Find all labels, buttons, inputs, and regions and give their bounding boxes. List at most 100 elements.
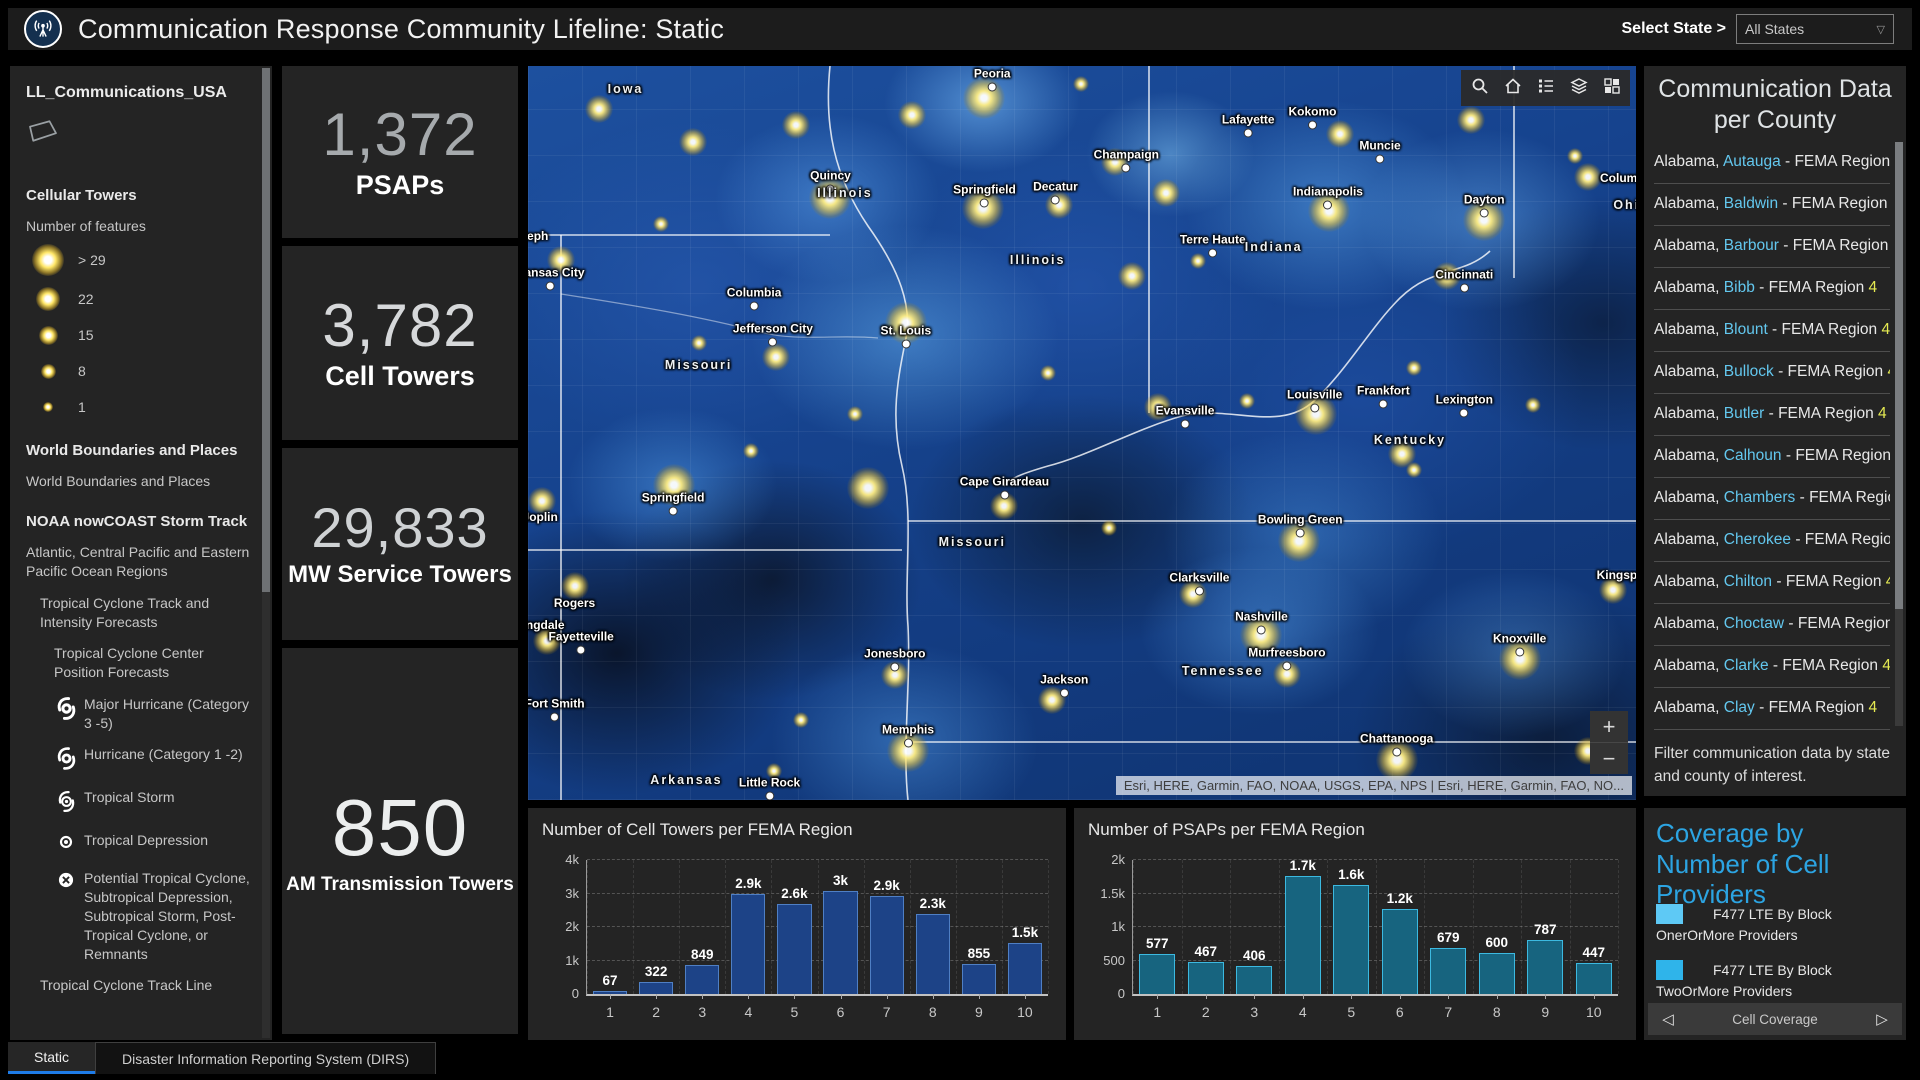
zoom-in-button[interactable]: +: [1602, 713, 1616, 739]
cell-tower-glow: [1524, 397, 1541, 414]
zoom-out-button[interactable]: −: [1590, 742, 1628, 774]
chart-bar[interactable]: [869, 895, 904, 994]
county-state-text: Alabama,: [1654, 615, 1724, 632]
search-button[interactable]: [1463, 70, 1496, 106]
tab-static[interactable]: Static: [8, 1042, 96, 1074]
chart-bar-value-label: 467: [1194, 943, 1218, 959]
fema-region-text: - FEMA Region: [1778, 237, 1890, 254]
chart-bar[interactable]: [823, 890, 858, 994]
chart-vertical-gridline: [1618, 860, 1619, 994]
layers-button[interactable]: [1562, 70, 1595, 106]
legend-item-label: Tropical Storm: [84, 789, 175, 806]
cell-tower-glow: [1278, 519, 1321, 562]
x-axis-tick-label: 1: [606, 1004, 614, 1020]
county-row[interactable]: Alabama, Chambers - FEMA Region 4: [1654, 478, 1890, 520]
chart-bar[interactable]: [1284, 876, 1321, 994]
county-name-text: Autauga: [1722, 153, 1781, 170]
x-axis-tick-label: 6: [836, 1004, 845, 1020]
stat-card-cell-towers: 3,782 Cell Towers: [282, 246, 518, 440]
circle-x-icon: [54, 869, 84, 963]
chart-bar[interactable]: [639, 982, 674, 994]
cell-tower-glow: [653, 464, 696, 507]
chart-vertical-gridline: [1181, 860, 1183, 994]
county-row[interactable]: Alabama, Clarke - FEMA Region 4: [1654, 646, 1890, 688]
sidebar-scrollbar[interactable]: [262, 68, 270, 1038]
chart-vertical-gridline: [587, 860, 588, 994]
county-row[interactable]: Alabama, Bibb - FEMA Region 4: [1654, 268, 1890, 310]
county-row[interactable]: Alabama, Calhoun - FEMA Region 4: [1654, 436, 1890, 478]
county-row[interactable]: Alabama, Cherokee - FEMA Region 4: [1654, 520, 1890, 562]
pager-previous-icon[interactable]: ◁: [1662, 1011, 1674, 1028]
hurricane-major-icon: [54, 695, 84, 733]
chart-plot-area: 0 500 1k 1.5k 2k 577 1 467 2 406 3 1.7k 4 1.6k 5 1.2k 6 6…: [1100, 852, 1619, 1020]
cell-tower-glow: [1326, 119, 1355, 148]
county-row[interactable]: Alabama, Clay - FEMA Region 4: [1654, 688, 1890, 730]
chart-bar[interactable]: [1236, 965, 1273, 994]
chart-bar[interactable]: [1333, 885, 1370, 994]
chart-vertical-gridline: [817, 860, 819, 994]
county-row[interactable]: Alabama, Baldwin - FEMA Region 4: [1654, 184, 1890, 226]
x-axis-tick-label: 4: [744, 1004, 753, 1020]
tab-dirs[interactable]: Disaster Information Reporting System (D…: [95, 1042, 437, 1074]
home-button[interactable]: [1496, 70, 1529, 106]
chart-bar-value-label: 322: [644, 964, 668, 980]
county-state-text: Alabama,: [1654, 405, 1724, 422]
chart-bar[interactable]: [1527, 940, 1564, 994]
cell-tower-glow: [1308, 190, 1351, 233]
x-axis-tick-mark: [1593, 994, 1595, 999]
county-row[interactable]: Alabama, Chilton - FEMA Region 4: [1654, 562, 1890, 604]
chart-vertical-gridline: [1133, 860, 1134, 994]
state-select-dropdown[interactable]: All States ▽: [1736, 14, 1894, 44]
chart-bar-value-label: 1.5k: [1011, 924, 1039, 940]
select-state-label: Select State >: [1621, 20, 1727, 37]
chart-bar[interactable]: [777, 904, 812, 994]
map-zoom-control: + −: [1590, 711, 1628, 774]
chart-category-slot: 679 7: [1424, 860, 1473, 1020]
home-icon: [1503, 76, 1523, 101]
coverage-map[interactable]: Iowa Peoria Lafayette Kokomo Muncie Champaign…: [528, 66, 1636, 800]
chart-gridline: [587, 892, 1048, 894]
x-axis-tick-label: 9: [1541, 1004, 1550, 1020]
basemap-button[interactable]: [1595, 70, 1628, 106]
chart-bar[interactable]: [961, 964, 996, 994]
fema-region-text: - FEMA Region: [1767, 321, 1882, 338]
tower-glow-icon: [40, 363, 56, 379]
county-row[interactable]: Alabama, Choctaw - FEMA Region 4: [1654, 604, 1890, 646]
county-row[interactable]: Alabama, Blount - FEMA Region 4: [1654, 310, 1890, 352]
chart-bar[interactable]: [1430, 947, 1467, 994]
cell-tower-glow: [1239, 393, 1256, 410]
legend-item: Potential Tropical Cyclone, Subtropical …: [54, 869, 252, 963]
chart-bar[interactable]: [1381, 908, 1418, 994]
fema-region-text: - FEMA Region: [1795, 531, 1890, 548]
chart-bar[interactable]: [685, 964, 720, 994]
chevron-down-icon: ▽: [1876, 23, 1885, 36]
x-axis-tick-mark: [748, 994, 750, 999]
chart-bar[interactable]: [915, 914, 950, 994]
chart-bar[interactable]: [731, 894, 766, 994]
county-row[interactable]: Alabama, Barbour - FEMA Region 4: [1654, 226, 1890, 268]
pager-next-icon[interactable]: ▷: [1876, 1011, 1888, 1028]
cell-tower-glow: [528, 487, 557, 516]
cell-tower-glow: [1178, 579, 1207, 608]
stat-card-mw-service-towers: 29,833 MW Service Towers: [282, 448, 518, 640]
legend-symbol-label: 1: [78, 399, 86, 415]
chart-gridline: [587, 926, 1048, 927]
chart-bar[interactable]: [1187, 961, 1224, 994]
fema-region-number: 4: [1881, 321, 1890, 338]
county-row[interactable]: Alabama, Butler - FEMA Region 4: [1654, 394, 1890, 436]
county-row[interactable]: Alabama, Autauga - FEMA Region 4: [1654, 142, 1890, 184]
legend-symbol-label: 8: [78, 363, 86, 379]
chart-bar[interactable]: [1007, 942, 1042, 994]
county-state-text: Alabama,: [1654, 699, 1724, 716]
chart-bar[interactable]: [1575, 963, 1612, 994]
county-row[interactable]: Alabama, Bullock - FEMA Region 4: [1654, 352, 1890, 394]
chart-bar[interactable]: [592, 990, 628, 994]
county-name-text: Calhoun: [1723, 447, 1782, 464]
legend-button[interactable]: [1529, 70, 1562, 106]
chart-bar[interactable]: [1139, 954, 1176, 994]
legend-sidebar: LL_Communications_USA Cellular Towers Num…: [10, 66, 272, 1040]
chart-bar[interactable]: [1478, 952, 1515, 994]
chart-vertical-gridline: [633, 860, 635, 994]
county-name-text: Baldwin: [1723, 195, 1779, 212]
county-list-scrollbar[interactable]: [1895, 142, 1903, 726]
